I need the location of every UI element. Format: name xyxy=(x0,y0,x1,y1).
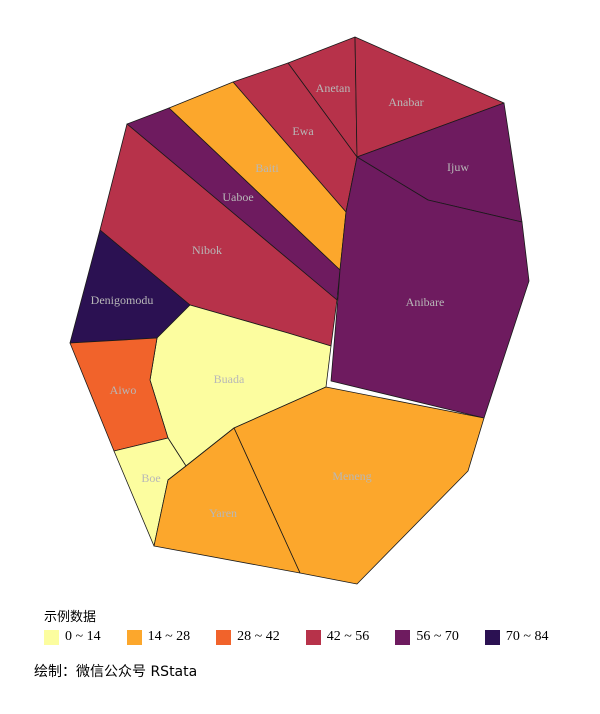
legend-swatch xyxy=(126,629,142,645)
region-label-baiti: Baiti xyxy=(255,161,279,175)
region-label-uaboe: Uaboe xyxy=(222,190,253,204)
legend-swatch xyxy=(305,629,321,645)
legend-item: 70 ~ 84 xyxy=(484,629,549,645)
map-labels: Anetan Anabar Ewa Ijuw Baiti Uaboe Nibok Anibar… xyxy=(91,81,470,520)
legend-label: 70 ~ 84 xyxy=(505,629,549,644)
region-label-boe: Boe xyxy=(141,471,160,485)
legend-title: 示例数据 xyxy=(44,610,97,625)
region-yaren xyxy=(153,427,301,574)
region-label-aiwo: Aiwo xyxy=(110,383,137,397)
region-label-anetan: Anetan xyxy=(316,81,351,95)
region-label-buada: Buada xyxy=(214,372,245,386)
choropleth-map: Anetan Anabar Ewa Ijuw Baiti Uaboe Nibok Anibar… xyxy=(69,36,530,585)
legend-item: 14 ~ 28 xyxy=(126,629,191,645)
region-label-nibok: Nibok xyxy=(192,243,222,257)
legend-swatch xyxy=(395,629,411,645)
legend: 示例数据 0 ~ 14 14 ~ 28 28 ~ 42 42 ~ 56 56 ~ 70 7… xyxy=(44,606,574,645)
region-label-anibare: Anibare xyxy=(406,295,445,309)
legend-item: 42 ~ 56 xyxy=(305,629,370,645)
legend-swatch xyxy=(216,629,232,645)
legend-item: 0 ~ 14 xyxy=(44,629,101,645)
legend-label: 14 ~ 28 xyxy=(147,629,191,644)
map-regions xyxy=(69,36,530,585)
legend-swatch xyxy=(44,629,59,645)
legend-label: 28 ~ 42 xyxy=(237,629,280,644)
legend-label: 0 ~ 14 xyxy=(65,629,101,644)
region-label-meneng: Meneng xyxy=(332,469,371,483)
region-anibare xyxy=(330,156,530,419)
legend-item: 56 ~ 70 xyxy=(395,629,459,645)
region-label-denigomodu: Denigomodu xyxy=(91,293,154,307)
legend-label: 56 ~ 70 xyxy=(416,629,459,644)
legend-items: 0 ~ 14 14 ~ 28 28 ~ 42 42 ~ 56 56 ~ 70 70 ~ 8… xyxy=(44,629,574,645)
region-label-ijuw: Ijuw xyxy=(447,160,469,174)
legend-label: 42 ~ 56 xyxy=(326,629,370,644)
legend-item: 28 ~ 42 xyxy=(216,629,280,645)
region-aiwo xyxy=(69,337,169,452)
caption: 绘制：微信公众号 RStata xyxy=(34,664,198,680)
region-label-ewa: Ewa xyxy=(292,124,314,138)
legend-swatch xyxy=(484,629,500,645)
region-label-yaren: Yaren xyxy=(209,506,237,520)
region-label-anabar: Anabar xyxy=(388,95,423,109)
